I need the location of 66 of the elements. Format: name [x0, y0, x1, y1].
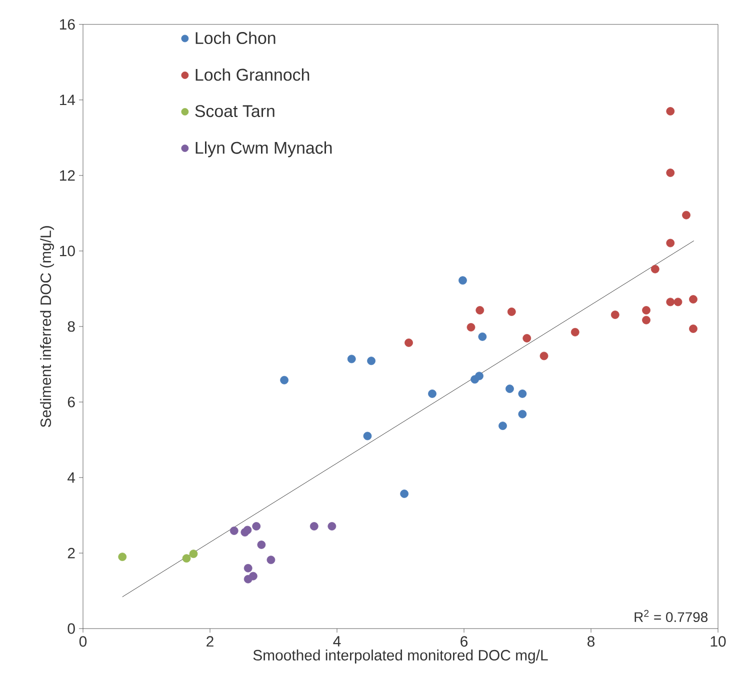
- point: [328, 522, 336, 530]
- legend-label: Loch Grannoch: [196, 68, 310, 81]
- point: [428, 390, 436, 398]
- legend-label: Scoat Tarn: [195, 105, 274, 118]
- point: [570, 328, 580, 336]
- point: [666, 107, 675, 116]
- point: [507, 308, 516, 316]
- x-tick-label: 0: [79, 636, 87, 647]
- point: [674, 298, 682, 306]
- point: [642, 316, 650, 324]
- point: [466, 323, 476, 332]
- legend-label: Llyn Cwm Mynach: [196, 141, 332, 158]
- x-tick-label: 2: [206, 636, 214, 647]
- y-tick-label: 8: [68, 321, 75, 332]
- y-tick-label: 16: [60, 19, 75, 30]
- point: [689, 324, 698, 333]
- y-tick-label: 14: [60, 94, 76, 106]
- y-tick-label: 12: [60, 170, 75, 181]
- point: [367, 356, 376, 366]
- point: [243, 526, 252, 534]
- point: [310, 522, 318, 530]
- point: [189, 550, 198, 558]
- point: [458, 276, 467, 285]
- x-tick-label: 4: [333, 636, 341, 646]
- x-tick-label: 8: [588, 636, 595, 647]
- point: [244, 574, 252, 584]
- point: [506, 384, 514, 394]
- point: [257, 540, 266, 549]
- point: [610, 310, 620, 319]
- x-axis-title: Smoothed interpolated monitored DOC mg/L: [253, 650, 548, 664]
- annotation: R$^{2}$ = 0.7798: [634, 610, 708, 622]
- point: [540, 352, 548, 360]
- point: [518, 390, 527, 398]
- x-tick-label: 10: [710, 636, 726, 647]
- point: [650, 264, 660, 274]
- point: [498, 422, 507, 430]
- y-tick-label: 2: [68, 548, 75, 558]
- y-axis-title: Sediment inferred DOC (mg/L): [40, 226, 54, 428]
- point: [478, 332, 487, 341]
- point: [252, 522, 261, 530]
- x-tick-label: 6: [460, 636, 468, 647]
- point: [230, 526, 238, 535]
- point: [280, 376, 288, 384]
- point: [182, 554, 191, 563]
- point: [522, 334, 532, 342]
- point: [475, 372, 484, 380]
- legend-label: Loch Chon: [196, 32, 276, 44]
- y-tick-label: 4: [68, 472, 76, 483]
- point: [118, 552, 127, 562]
- y-tick-label: 10: [60, 246, 75, 256]
- point: [666, 168, 675, 177]
- point: [347, 354, 356, 364]
- point: [689, 295, 698, 304]
- point: [404, 338, 413, 347]
- point: [666, 238, 675, 248]
- point: [666, 298, 675, 306]
- point: [476, 306, 484, 314]
- point: [244, 564, 252, 572]
- point: [363, 432, 372, 440]
- y-tick-label: 6: [68, 396, 75, 408]
- y-tick-label: 0: [68, 623, 75, 634]
- point: [518, 410, 527, 418]
- point: [400, 490, 409, 498]
- point: [642, 306, 650, 314]
- point: [266, 556, 276, 564]
- point: [682, 210, 690, 220]
